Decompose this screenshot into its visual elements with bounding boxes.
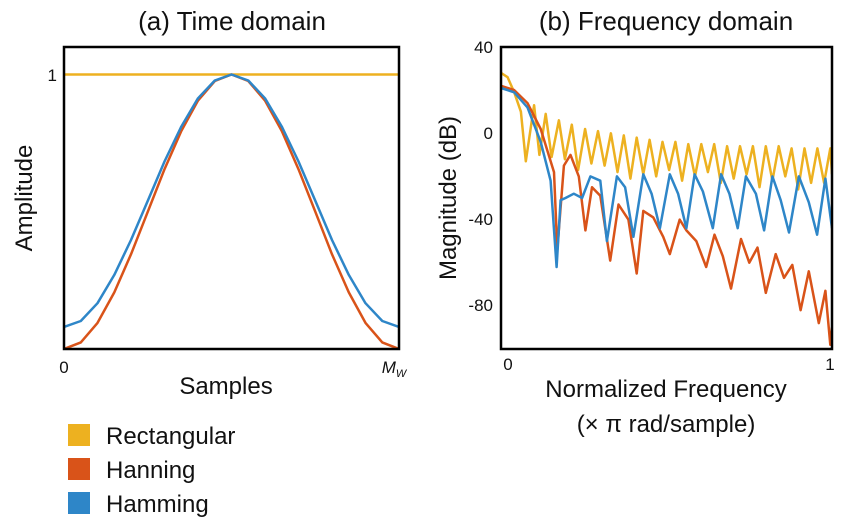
frequency-domain-series [501,71,832,346]
time-domain-x-tick-mw: MW [382,358,408,380]
frequency-domain-y-tick-40: 40 [474,38,493,57]
legend-item-rectangular: Rectangular [68,423,235,450]
frequency-domain-series-rectangular [501,71,832,191]
frequency-domain-x-axis-label: Normalized Frequency [545,376,786,403]
time-domain-series-hanning [64,73,399,349]
legend-item-hamming: Hamming [68,491,209,518]
frequency-domain-x-tick-0: 0 [503,355,512,374]
legend-swatch-hanning [68,458,90,480]
legend: Rectangular Hanning Hamming [68,423,235,518]
time-domain-x-tick-0: 0 [59,358,68,377]
frequency-domain-x-tick-1: 1 [825,355,834,374]
time-domain-y-tick-1: 1 [48,66,57,85]
frequency-domain-plot-frame [499,45,834,351]
time-domain-chart: (a) Time domain 1 0 MW Samples Amplitude [11,6,408,400]
legend-label-hanning: Hanning [106,457,195,484]
frequency-domain-title: (b) Frequency domain [539,6,793,36]
time-domain-x-tick-mw-sub: W [396,368,408,380]
time-domain-series-hamming [64,73,399,329]
time-domain-x-tick-mw-main: M [382,358,397,377]
time-domain-x-axis-label: Samples [179,373,272,400]
legend-label-rectangular: Rectangular [106,423,235,450]
legend-swatch-rectangular [68,424,90,446]
frequency-domain-x-axis-sublabel: (× π rad/sample) [577,411,756,438]
frequency-domain-chart: (b) Frequency domain 40 0 -40 -80 0 1 No… [435,6,835,438]
legend-item-hanning: Hanning [68,457,195,484]
frequency-domain-y-tick-0: 0 [484,124,493,143]
time-domain-y-axis-label: Amplitude [11,145,38,252]
time-domain-title: (a) Time domain [138,6,326,36]
frequency-domain-series-hamming [501,86,832,269]
frequency-domain-y-tick-neg80: -80 [468,296,493,315]
legend-swatch-hamming [68,492,90,514]
frequency-domain-y-axis-label: Magnitude (dB) [435,116,462,280]
time-domain-series [64,73,399,349]
time-domain-plot-frame [62,45,401,351]
frequency-domain-y-tick-neg40: -40 [468,210,493,229]
frequency-domain-series-hanning [501,84,832,346]
legend-label-hamming: Hamming [106,491,209,518]
